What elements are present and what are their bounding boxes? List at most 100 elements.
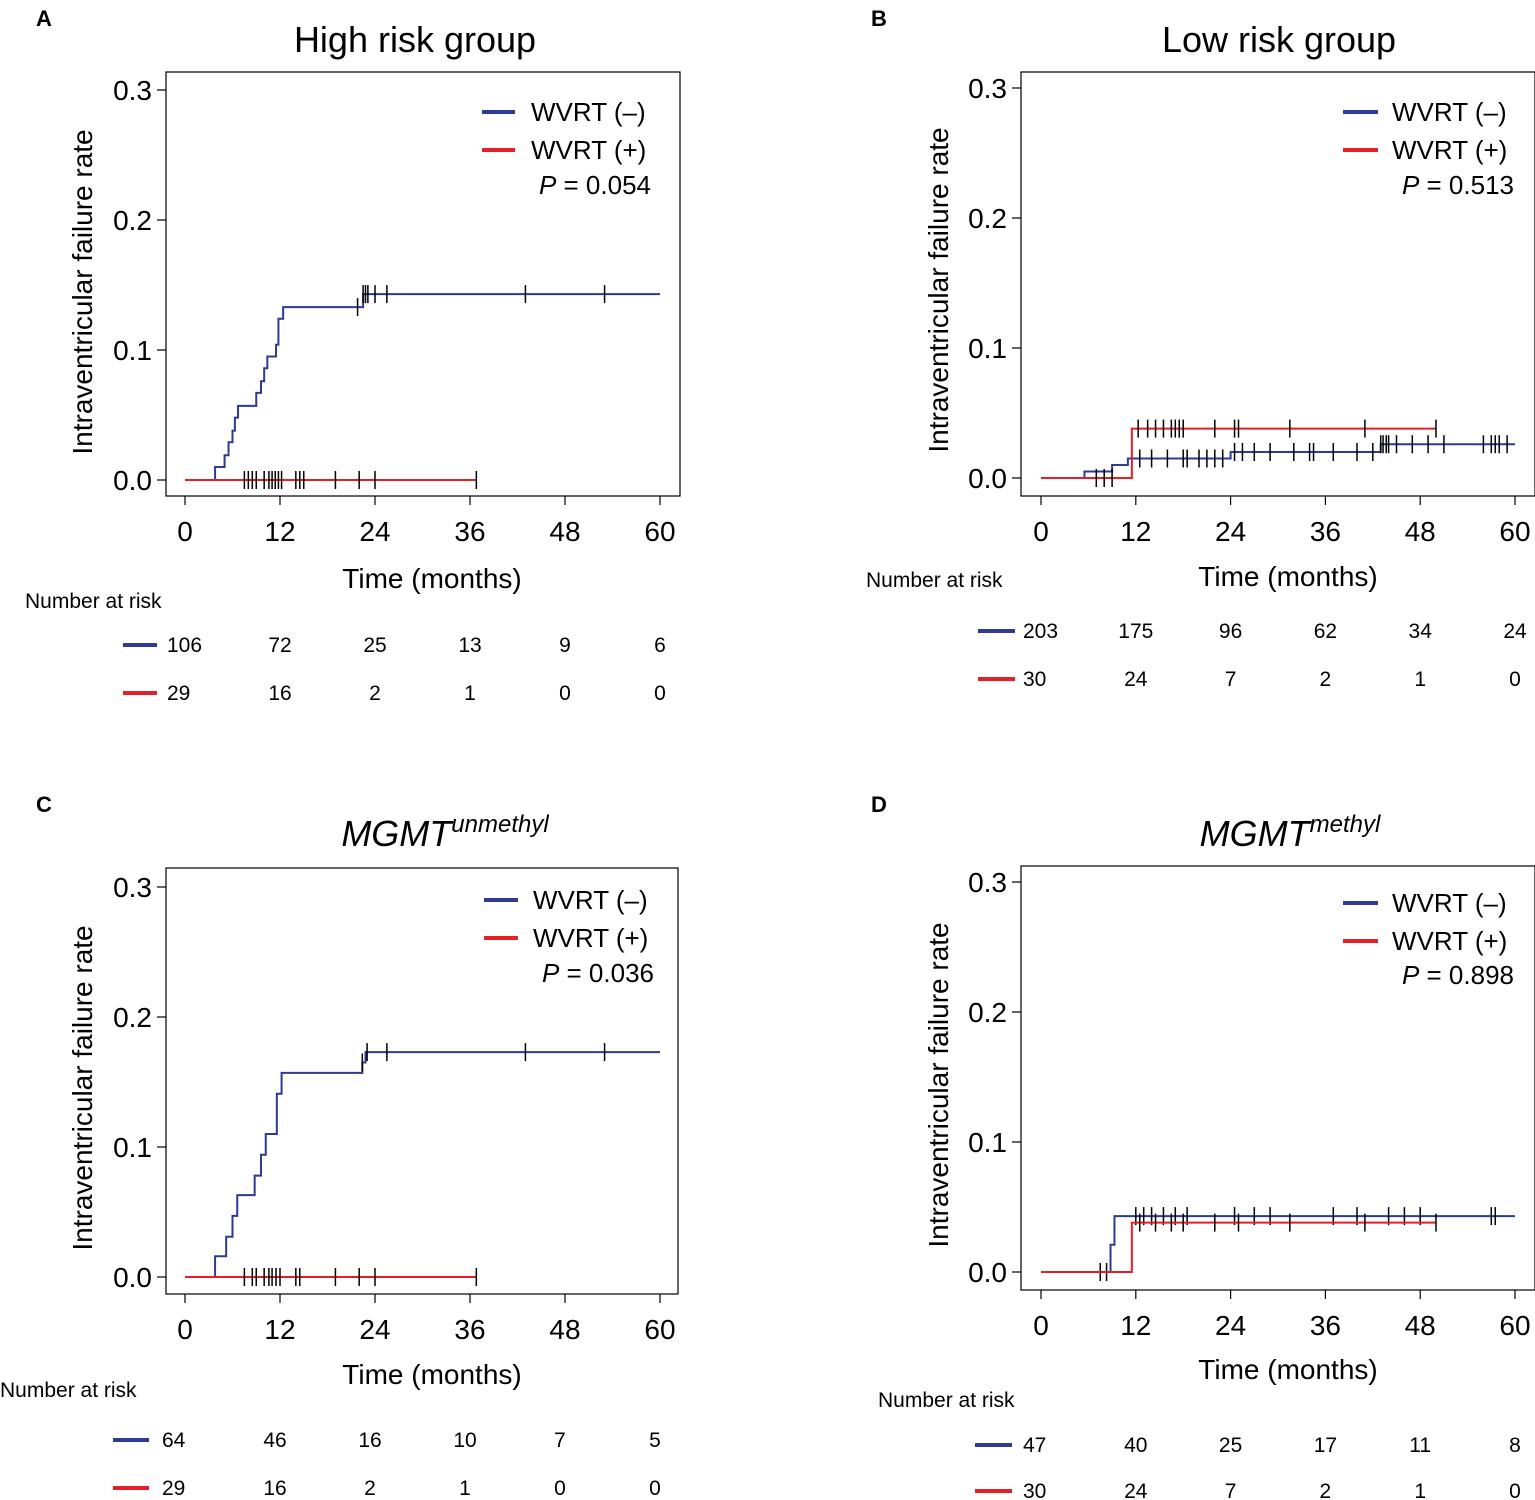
chart-title: Low risk group — [1162, 19, 1396, 60]
y-axis-label: Intraventricular failure rate — [923, 922, 954, 1247]
chart-title: MGMTmethyl — [1200, 811, 1381, 854]
x-tick-label: 60 — [644, 1314, 675, 1345]
x-tick-label: 48 — [549, 1314, 580, 1345]
plot-frame — [165, 71, 681, 497]
y-tick-label: 0.3 — [968, 867, 1007, 898]
risk-count-neg: 72 — [268, 634, 291, 657]
risk-count-neg: 203 — [1023, 620, 1058, 643]
y-tick-label: 0.3 — [113, 872, 152, 903]
x-tick-label: 48 — [549, 516, 580, 547]
risk-count-pos: 0 — [1509, 668, 1521, 691]
panel-letter: B — [871, 6, 887, 31]
risk-table-title: Number at risk — [25, 590, 162, 613]
p-number: = 0.513 — [1419, 170, 1514, 200]
risk-count-neg: 25 — [363, 634, 386, 657]
risk-count-neg: 25 — [1219, 1434, 1242, 1457]
plot-frame — [1020, 865, 1535, 1291]
risk-count-neg: 46 — [263, 1429, 286, 1452]
legend-label-neg: WVRT (–) — [531, 97, 646, 127]
risk-count-pos: 2 — [1320, 1480, 1332, 1500]
y-tick-label: 0.0 — [113, 1262, 152, 1293]
risk-count-pos: 2 — [364, 1477, 376, 1500]
legend-label-neg: WVRT (–) — [1392, 888, 1507, 918]
plot-frame — [1020, 71, 1535, 497]
risk-count-pos: 2 — [369, 682, 381, 705]
x-tick-label: 24 — [1215, 516, 1246, 547]
x-axis-label: Time (months) — [342, 1359, 521, 1390]
risk-count-neg: 8 — [1509, 1434, 1521, 1457]
p-number: = 0.898 — [1419, 960, 1514, 990]
title-main: MGMT — [1200, 813, 1313, 854]
x-axis-label: Time (months) — [1198, 561, 1377, 592]
x-tick-label: 36 — [454, 516, 485, 547]
chart-title: MGMTunmethyl — [341, 811, 549, 854]
x-tick-label: 48 — [1405, 1310, 1436, 1341]
p-value: P = 0.898 — [1402, 960, 1514, 990]
risk-count-pos: 0 — [1509, 1480, 1521, 1500]
x-tick-label: 0 — [1033, 516, 1049, 547]
plot-frame — [165, 867, 679, 1295]
p-value: P = 0.054 — [539, 170, 651, 200]
risk-table-title: Number at risk — [878, 1389, 1015, 1412]
legend-label-neg: WVRT (–) — [1392, 97, 1507, 127]
risk-count-neg: 62 — [1314, 620, 1337, 643]
p-value: P = 0.036 — [542, 958, 654, 988]
legend-label-pos: WVRT (+) — [1392, 926, 1507, 956]
series-line-pos — [1041, 1221, 1436, 1273]
chart-title: High risk group — [294, 19, 536, 60]
panel-letter: C — [36, 792, 52, 817]
risk-count-pos: 1 — [1414, 668, 1426, 691]
y-tick-label: 0.2 — [113, 205, 152, 236]
y-tick-label: 0.1 — [968, 1127, 1007, 1158]
x-axis-label: Time (months) — [342, 563, 521, 594]
legend-label-neg: WVRT (–) — [533, 885, 648, 915]
x-tick-label: 60 — [1499, 516, 1530, 547]
risk-table-title: Number at risk — [866, 569, 1003, 592]
risk-count-pos: 1 — [464, 682, 476, 705]
title-superscript: unmethyl — [451, 811, 549, 838]
risk-count-pos: 30 — [1023, 668, 1046, 691]
x-tick-label: 24 — [359, 516, 390, 547]
risk-count-neg: 9 — [559, 634, 571, 657]
risk-count-neg: 106 — [167, 634, 202, 657]
x-tick-label: 48 — [1405, 516, 1436, 547]
risk-count-pos: 16 — [263, 1477, 286, 1500]
series-line-pos — [1041, 427, 1436, 479]
p-symbol: P — [542, 958, 560, 988]
risk-count-pos: 1 — [1414, 1480, 1426, 1500]
x-tick-label: 36 — [1310, 1310, 1341, 1341]
risk-count-pos: 0 — [554, 1477, 566, 1500]
legend-label-pos: WVRT (+) — [1392, 135, 1507, 165]
y-axis-label: Intraventricular failure rate — [923, 127, 954, 452]
risk-count-pos: 0 — [654, 682, 666, 705]
legend-label-pos: WVRT (+) — [533, 923, 648, 953]
y-tick-label: 0.0 — [968, 1257, 1007, 1288]
risk-count-neg: 11 — [1409, 1434, 1431, 1457]
y-tick-label: 0.1 — [113, 335, 152, 366]
risk-count-pos: 24 — [1124, 1480, 1148, 1500]
y-tick-label: 0.1 — [968, 333, 1007, 364]
p-number: = 0.054 — [556, 170, 651, 200]
risk-count-pos: 30 — [1023, 1480, 1046, 1500]
panel-letter: D — [871, 792, 887, 817]
panel-letter: A — [36, 6, 52, 31]
risk-count-pos: 29 — [167, 682, 190, 705]
risk-count-pos: 1 — [459, 1477, 471, 1500]
risk-count-neg: 175 — [1118, 620, 1153, 643]
x-axis-label: Time (months) — [1198, 1354, 1377, 1385]
legend-label-pos: WVRT (+) — [531, 135, 646, 165]
risk-count-neg: 16 — [358, 1429, 381, 1452]
p-symbol: P — [539, 170, 557, 200]
risk-count-neg: 10 — [453, 1429, 476, 1452]
risk-table-title: Number at risk — [0, 1379, 137, 1402]
risk-count-neg: 13 — [458, 634, 481, 657]
p-number: = 0.036 — [559, 958, 654, 988]
risk-count-neg: 6 — [654, 634, 666, 657]
risk-count-neg: 5 — [649, 1429, 661, 1452]
risk-count-neg: 7 — [554, 1429, 566, 1452]
p-value: P = 0.513 — [1402, 170, 1514, 200]
x-tick-label: 36 — [1310, 516, 1341, 547]
risk-count-neg: 17 — [1314, 1434, 1337, 1457]
